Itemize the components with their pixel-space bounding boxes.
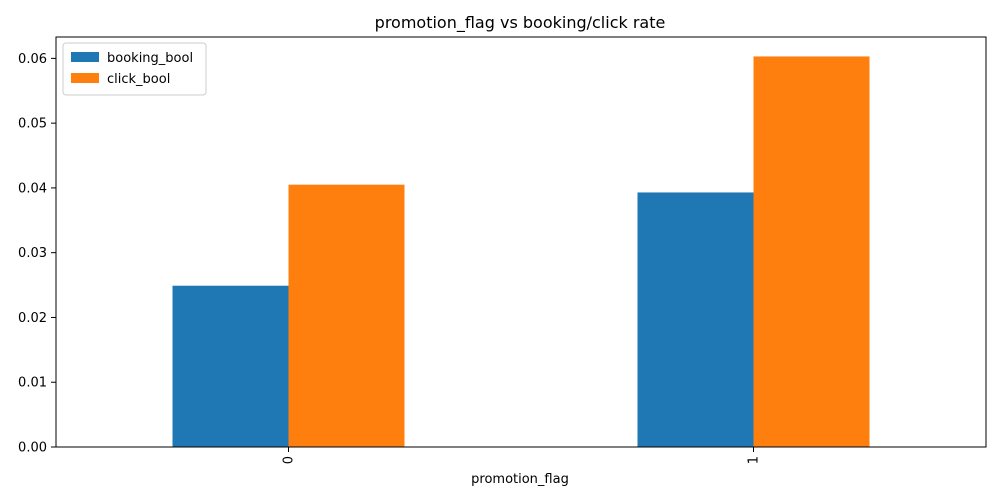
y-tick-label: 0.06 (18, 52, 47, 67)
y-tick-label: 0.00 (18, 441, 47, 456)
bar-click_bool-0 (288, 184, 405, 447)
y-tick-label: 0.01 (18, 376, 47, 391)
y-tick-label: 0.04 (18, 181, 47, 196)
legend-label-click_bool: click_bool (107, 72, 170, 87)
x-tick-label: 1 (747, 456, 762, 464)
legend-label-booking_bool: booking_bool (107, 51, 193, 66)
y-axis: 0.00 0.01 0.02 0.03 0.04 0.05 0.06 (18, 52, 56, 456)
chart-title: promotion_flag vs booking/click rate (375, 13, 666, 33)
x-axis-label: promotion_flag (471, 472, 569, 487)
bar-booking_bool-1 (637, 192, 754, 447)
bar-click_bool-1 (753, 56, 870, 448)
plot-frame (55, 36, 987, 448)
y-tick-label: 0.05 (18, 117, 47, 132)
bar-booking_bool-0 (172, 285, 289, 447)
bars-layer (172, 56, 870, 448)
legend-swatch-booking_bool (71, 52, 99, 62)
y-tick-label: 0.03 (18, 246, 47, 261)
y-tick-label: 0.02 (18, 311, 47, 326)
legend: booking_bool click_bool (62, 42, 207, 96)
legend-swatch-click_bool (71, 73, 99, 83)
x-tick-label: 0 (282, 456, 297, 464)
